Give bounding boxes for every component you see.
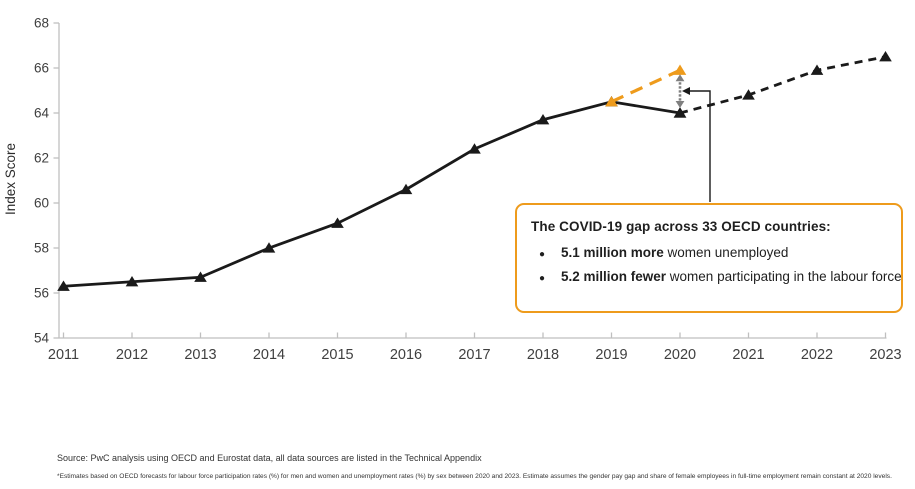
x-tick-label: 2019 — [595, 347, 627, 363]
data-point-marker — [673, 107, 687, 118]
y-tick-label: 68 — [34, 16, 49, 31]
gap-arrow-head-top — [675, 74, 685, 82]
x-tick-label: 2021 — [732, 347, 764, 363]
series-line-pre-covid-counterfactual — [610, 68, 681, 104]
connector-arrowhead — [682, 87, 690, 95]
bullet-bold-text: 5.1 million more — [561, 245, 664, 260]
data-point-marker — [879, 50, 892, 62]
y-tick-label: 58 — [34, 241, 49, 256]
bullet-rest-text: women unemployed — [663, 245, 789, 260]
y-tick-label: 54 — [34, 331, 50, 346]
x-tick-label: 2023 — [869, 347, 901, 363]
callout-connector — [682, 87, 711, 202]
data-point-marker — [468, 143, 481, 154]
x-tick-label: 2014 — [253, 347, 285, 363]
callout-title: The COVID-19 gap across 33 OECD countrie… — [531, 219, 831, 234]
covid-gap-callout: The COVID-19 gap across 33 OECD countrie… — [515, 203, 903, 313]
x-tick-label: 2012 — [116, 347, 148, 363]
x-tick-label: 2020 — [664, 347, 696, 363]
data-point-marker — [605, 95, 618, 107]
data-point-marker — [810, 64, 824, 75]
callout-bullet-participation: ● 5.2 million fewer women participating … — [531, 269, 902, 284]
y-tick-label: 66 — [34, 61, 49, 76]
x-tick-label: 2022 — [801, 347, 833, 363]
chart-svg: 54 56 58 60 62 64 66 68 2011 2012 2013 2014 2015 2016… — [3, 16, 902, 363]
data-point-marker — [399, 183, 413, 195]
series-line-forecast-index — [679, 55, 886, 115]
series-pre-covid-counterfactual — [605, 64, 687, 107]
source-text: Source: PwC analysis using OECD and Euro… — [57, 453, 482, 463]
x-tick-label: 2017 — [458, 347, 490, 363]
bullet-rest-text: women participating in the labour force — [666, 269, 902, 284]
callout-bullet-list: ● 5.1 million more women unemployed ● 5.… — [531, 245, 902, 284]
y-tick-label: 56 — [34, 286, 49, 301]
connector-line — [689, 90, 711, 202]
data-point-marker — [57, 280, 70, 291]
callout-bullet-unemployed: ● 5.1 million more women unemployed — [531, 245, 887, 260]
data-point-marker — [673, 64, 687, 75]
data-point-marker — [194, 271, 207, 282]
data-point-marker — [125, 275, 139, 287]
bullet-bold-text: 5.2 million fewer — [561, 269, 667, 284]
series-line-actual-index — [63, 100, 681, 288]
y-tick-label: 60 — [34, 196, 49, 211]
axes: 54 56 58 60 62 64 66 68 2011 2012 2013 2014 2015 2016… — [34, 16, 902, 363]
covid-gap-arrow — [675, 74, 685, 108]
y-tick-label: 64 — [34, 106, 50, 121]
data-point-marker — [331, 217, 344, 228]
gap-arrow-head-bottom — [675, 101, 685, 108]
bullet-dot-icon: ● — [539, 249, 546, 260]
x-tick-label: 2018 — [527, 347, 559, 363]
data-point-marker — [262, 242, 276, 253]
y-tick-label: 62 — [34, 151, 49, 166]
data-point-marker — [742, 89, 755, 100]
x-tick-label: 2011 — [48, 347, 79, 363]
x-tick-label: 2015 — [321, 347, 353, 363]
x-tick-label: 2016 — [390, 347, 422, 363]
x-tick-label: 2013 — [184, 347, 216, 363]
bullet-dot-icon: ● — [539, 273, 546, 284]
footnote-text: *Estimates based on OECD forecasts for l… — [57, 473, 892, 480]
data-point-marker — [536, 113, 550, 125]
series-forecast-index — [673, 50, 892, 118]
y-axis-title: Index Score — [3, 143, 18, 215]
